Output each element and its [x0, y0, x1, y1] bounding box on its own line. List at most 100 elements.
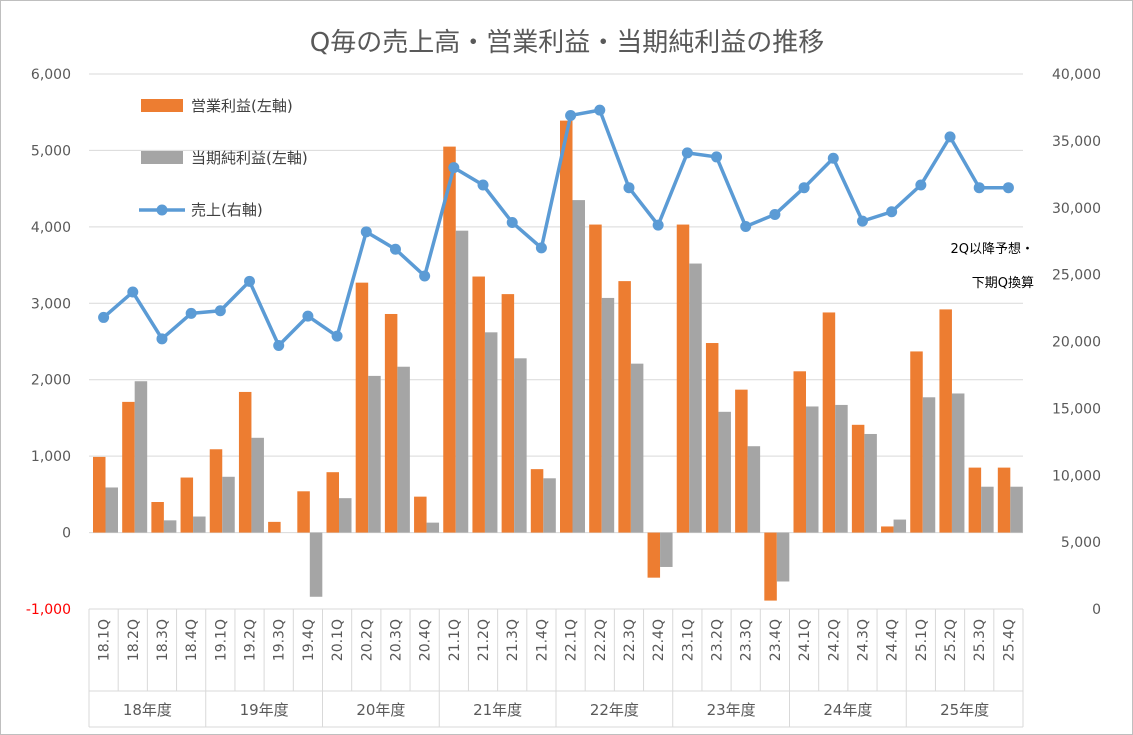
- bar-net-income: [718, 411, 731, 533]
- x-category-label: 19.3Q: [272, 619, 288, 661]
- sales-point: [389, 243, 401, 255]
- right-tick-label: 5,000: [1061, 535, 1101, 551]
- bar-net-income: [455, 230, 469, 533]
- bar-operating-profit: [997, 467, 1011, 533]
- bar-operating-profit: [939, 309, 952, 533]
- bar-net-income: [601, 297, 615, 533]
- bar-operating-profit: [735, 389, 748, 533]
- left-tick-label: 2,000: [31, 373, 71, 389]
- bar-net-income: [251, 437, 264, 533]
- x-category-label: 24.3Q: [855, 619, 871, 661]
- bar-net-income: [1010, 486, 1023, 533]
- sales-point: [973, 182, 985, 194]
- sales-point: [711, 151, 723, 163]
- sales-point: [886, 206, 898, 218]
- left-tick-label: -1,000: [26, 602, 71, 618]
- legend-swatch-net-income: [141, 151, 183, 164]
- year-group-label: 25年度: [940, 701, 989, 719]
- x-axis: 18.1Q 18.2Q 18.3Q 18.4Q 19.1Q 19.2Q 19.3Q 19.4Q…: [88, 608, 1024, 728]
- legend-marker-sales: [156, 204, 168, 216]
- x-category-label: 18.1Q: [97, 619, 113, 661]
- sales-point: [623, 182, 635, 194]
- bar-operating-profit: [881, 526, 894, 533]
- bar-operating-profit: [238, 391, 252, 533]
- sales-point: [944, 131, 956, 143]
- x-category-label: 21.3Q: [505, 619, 521, 661]
- sales-point: [769, 208, 781, 220]
- bar-net-income: [806, 406, 819, 533]
- year-group-label: 21年度: [473, 701, 522, 719]
- bar-net-income: [163, 520, 177, 533]
- bar-net-income: [689, 263, 702, 533]
- x-category-label: 22.3Q: [622, 619, 638, 661]
- left-tick-label: 6,000: [31, 67, 71, 83]
- sales-point: [681, 147, 693, 159]
- bar-operating-profit: [793, 371, 806, 533]
- bar-operating-profit: [589, 224, 602, 533]
- bar-net-income: [339, 498, 352, 533]
- x-category-label: 21.2Q: [476, 619, 492, 661]
- bar-net-income: [776, 532, 790, 582]
- x-category-label: 24.2Q: [826, 619, 842, 661]
- sales-point: [652, 219, 664, 231]
- x-category-label: 20.1Q: [330, 619, 346, 661]
- bar-net-income: [893, 519, 907, 533]
- bar-net-income: [397, 366, 410, 533]
- x-category-label: 24.4Q: [885, 619, 901, 661]
- bar-operating-profit: [443, 146, 456, 533]
- sales-point: [565, 109, 577, 121]
- bar-operating-profit: [910, 351, 923, 533]
- year-group-label: 18年度: [123, 701, 172, 719]
- left-tick-label: 4,000: [31, 220, 71, 236]
- bar-operating-profit: [180, 477, 194, 533]
- bar-operating-profit: [530, 469, 544, 533]
- year-group-label: 22年度: [590, 701, 639, 719]
- right-tick-label: 40,000: [1052, 67, 1101, 83]
- bar-net-income: [630, 363, 644, 533]
- x-category-label: 21.1Q: [447, 619, 463, 661]
- bar-operating-profit: [268, 521, 281, 533]
- forecast-note-line1: 2Q以降予想・: [950, 241, 1034, 257]
- x-category-label: 25.3Q: [972, 619, 988, 661]
- x-category-label: 21.4Q: [534, 619, 550, 661]
- x-category-label: 22.1Q: [564, 619, 580, 661]
- line-series: [98, 104, 1014, 352]
- x-category-label: 19.2Q: [243, 619, 259, 661]
- x-category-label: 18.2Q: [126, 619, 142, 661]
- bar-net-income: [864, 433, 877, 533]
- bar-net-income: [543, 478, 556, 533]
- sales-point: [360, 226, 372, 238]
- bar-net-income: [222, 476, 235, 533]
- x-category-label: 23.4Q: [768, 619, 784, 661]
- sales-point: [302, 310, 314, 322]
- x-category-label: 25.1Q: [914, 619, 930, 661]
- right-tick-label: 30,000: [1052, 201, 1101, 217]
- sales-point: [448, 162, 460, 174]
- bar-net-income: [572, 200, 585, 533]
- bar-operating-profit: [501, 294, 515, 533]
- sales-point: [1002, 182, 1014, 194]
- left-axis: -1,000 0 1,000 2,000 3,000 4,000 5,000 6,000: [26, 67, 71, 618]
- sales-point: [535, 242, 547, 254]
- sales-point: [594, 104, 606, 116]
- x-category-label: 24.1Q: [797, 619, 813, 661]
- bar-operating-profit: [822, 312, 836, 533]
- x-category-label: 23.3Q: [739, 619, 755, 661]
- year-group-label: 23年度: [707, 701, 756, 719]
- x-category-label: 25.2Q: [943, 619, 959, 661]
- bar-net-income: [309, 532, 323, 597]
- sales-point: [273, 340, 285, 352]
- right-tick-label: 25,000: [1052, 268, 1101, 284]
- right-tick-label: 10,000: [1052, 468, 1101, 484]
- bar-net-income: [981, 486, 994, 533]
- bar-operating-profit: [764, 532, 777, 601]
- right-axis: 0 5,000 10,000 15,000 20,000 25,000 30,000 35,0…: [1052, 67, 1101, 618]
- bar-operating-profit: [618, 281, 631, 533]
- legend-label-operating-profit: 営業利益(左軸): [191, 97, 293, 115]
- left-tick-label: 5,000: [31, 143, 71, 159]
- sales-point: [506, 216, 518, 228]
- year-group-label: 19年度: [240, 701, 289, 719]
- year-group-label: 20年度: [356, 701, 405, 719]
- bar-net-income: [514, 358, 527, 533]
